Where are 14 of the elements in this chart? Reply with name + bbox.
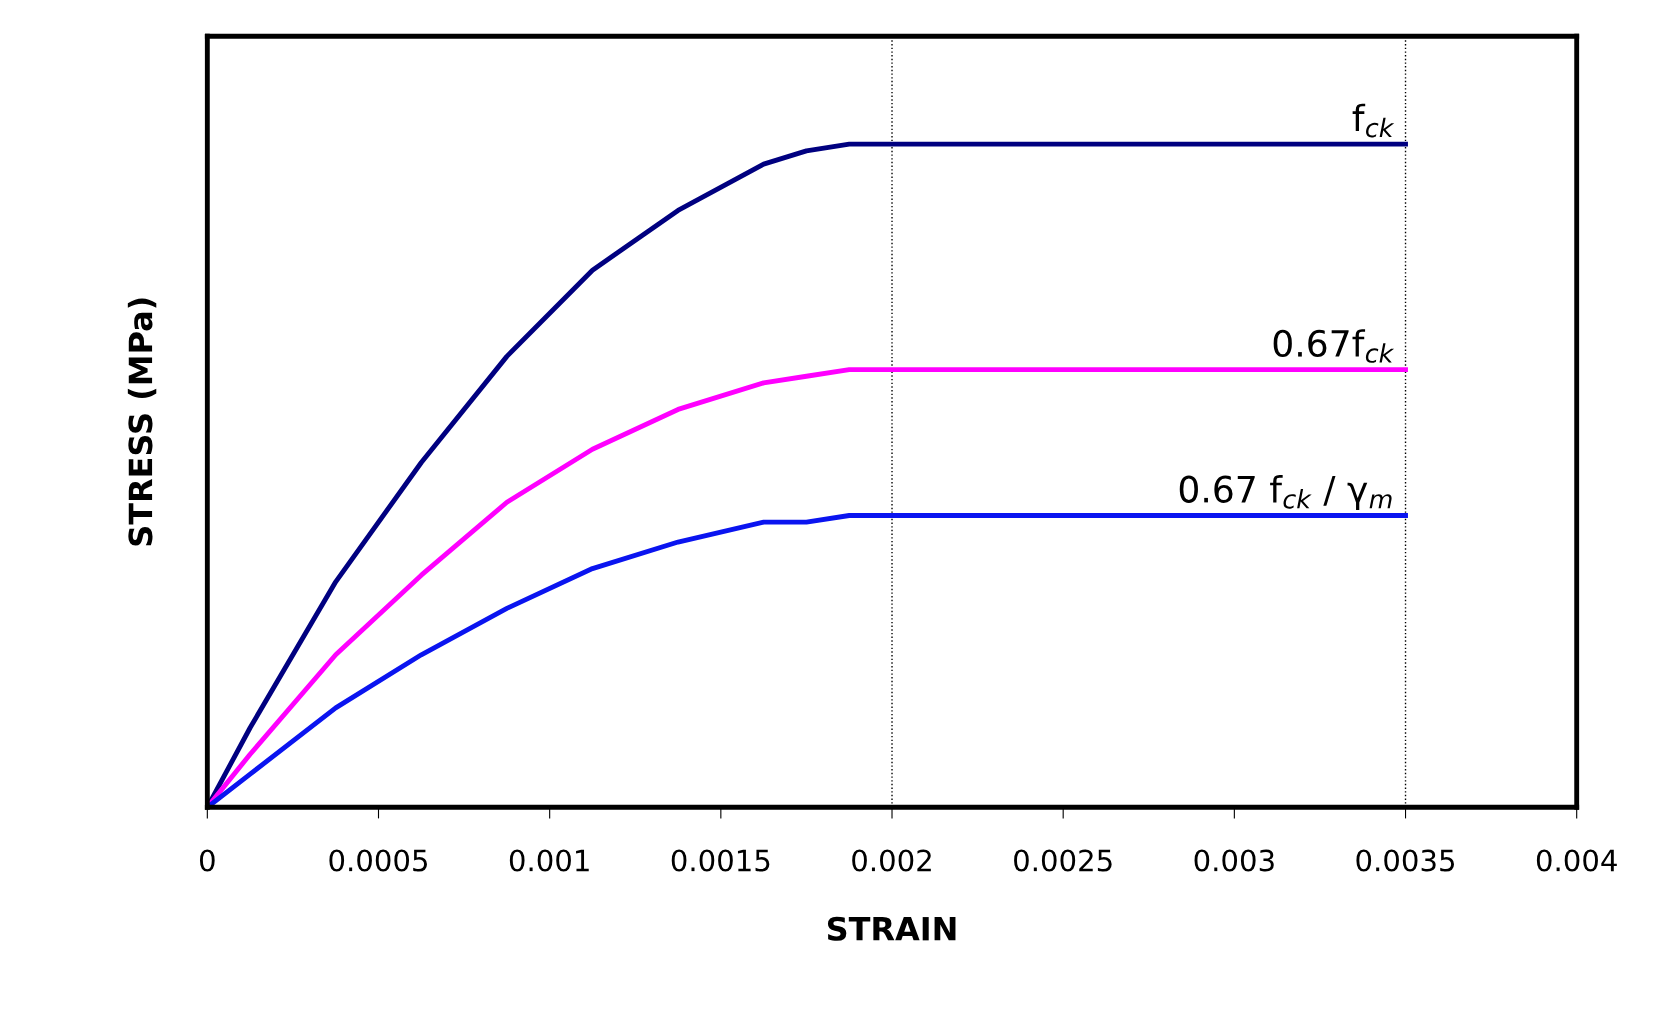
x-tick-label: 0.002 — [852, 849, 931, 872]
x-tick-label: 0.0005 — [329, 849, 427, 872]
x-tick-label: 0.0035 — [1356, 849, 1454, 872]
x-tick-label: 0.001 — [509, 849, 589, 872]
x-tick-label: 0.0025 — [1014, 849, 1112, 872]
x-tick-label: 0 — [199, 849, 215, 872]
x-tick-label: 0.0015 — [671, 849, 770, 872]
x-tick-label: 0.003 — [1194, 849, 1274, 872]
x-tick-label: 0.004 — [1536, 849, 1617, 872]
series-label: 0.67 f$_{ck}$ / γ$_{m}$ — [1179, 474, 1392, 510]
series-label: f$_{ck}$ — [1352, 103, 1395, 138]
x-axis-title: STRAIN — [827, 916, 956, 941]
series-label: 0.67f$_{ck}$ — [1273, 329, 1395, 363]
y-axis-title: STRESS (MPa) — [127, 298, 157, 546]
